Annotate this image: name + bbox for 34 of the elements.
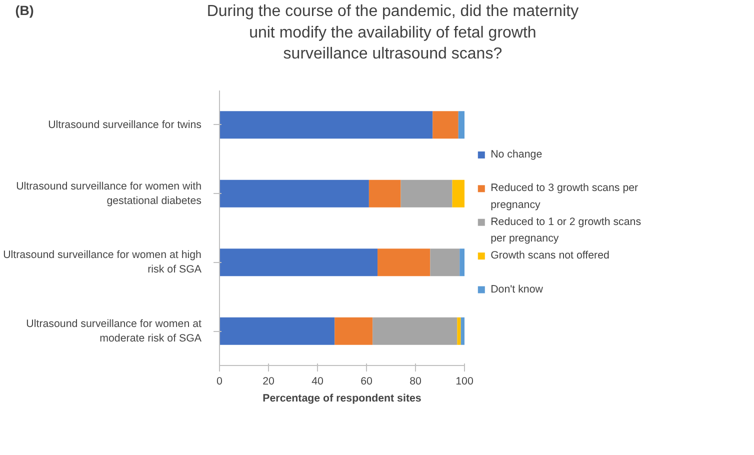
x-tick-label: 0 — [216, 376, 223, 388]
bar — [457, 317, 461, 345]
bar — [220, 180, 369, 208]
bar — [458, 111, 464, 139]
bar — [460, 248, 464, 276]
y-tick-label: Ultrasound surveillance for women with gestational diabetes — [16, 180, 202, 207]
x-tick-label: 80 — [410, 376, 422, 388]
bar — [220, 111, 433, 139]
x-tick-label: 20 — [262, 376, 274, 388]
x-axis-title: Percentage of respondent sites — [262, 392, 422, 404]
bar — [400, 180, 452, 208]
y-tick-label: Ultrasound surveillance for women at moderate risk of SGA — [26, 318, 202, 344]
bar — [220, 317, 335, 345]
x-tick-label: 100 — [456, 376, 474, 388]
legend-label: No change — [490, 148, 542, 161]
bar — [460, 317, 464, 345]
bar — [430, 248, 460, 276]
y-tick-label: Ultrasound surveillance for twins — [48, 118, 202, 131]
bar — [452, 180, 464, 208]
bar — [378, 248, 430, 276]
y-tick-label: Ultrasound surveillance for women at high risk of SGA — [3, 249, 202, 276]
x-tick-label: 60 — [360, 376, 372, 388]
legend-label: Growth scans not offered — [490, 250, 610, 262]
x-tick-label: 40 — [312, 376, 324, 388]
chart-title: During the course of the pandemic, did the maternity unit modify the availability of fetal growth surveillance ultrasound scans? — [206, 3, 579, 63]
bar — [334, 317, 373, 345]
bar — [220, 248, 378, 276]
legend-label: Reduced to 3 growth scans per pregnancy — [490, 182, 639, 212]
bar — [368, 180, 401, 208]
bar — [372, 317, 458, 345]
legend-label: Don't know — [490, 283, 544, 296]
bar — [432, 111, 458, 139]
text: (B) — [15, 3, 34, 18]
legend-label: Reduced to 1 or 2 growth scans per pregnancy — [490, 216, 642, 245]
